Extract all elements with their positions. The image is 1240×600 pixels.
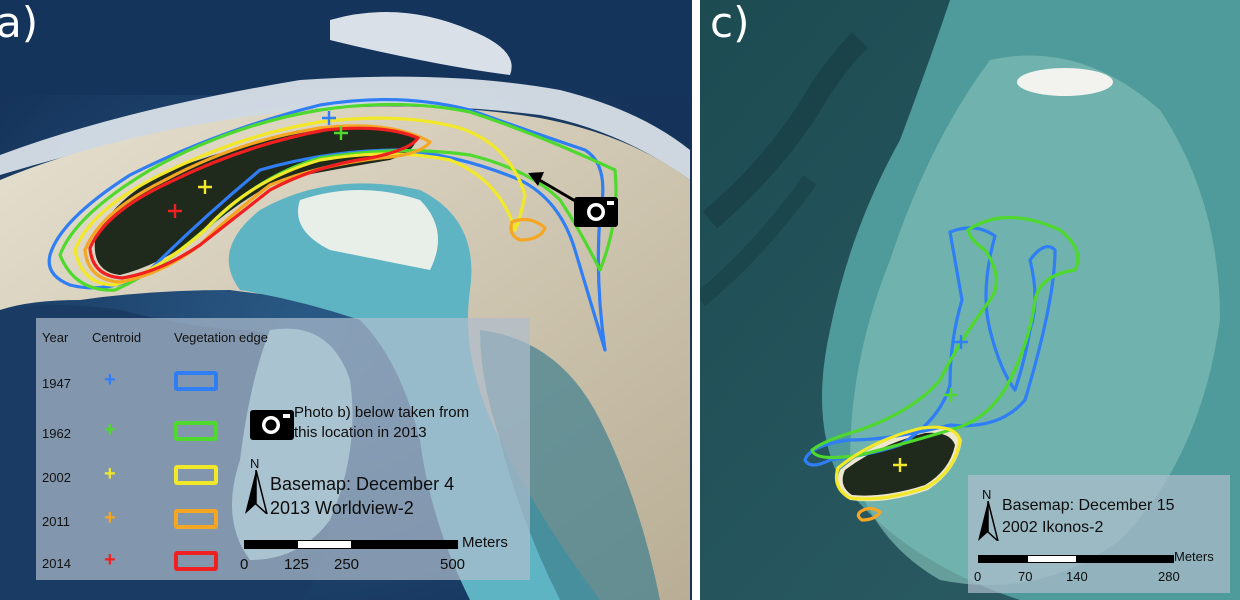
edge-2002 <box>73 116 527 287</box>
basemap-line2-c: 2002 Ikonos-2 <box>1002 519 1104 536</box>
scale-tick-c-0: 0 <box>974 569 982 584</box>
centroid-2002 <box>198 180 212 194</box>
legend-c: N Basemap: December 15 2002 Ikonos-2 Met… <box>968 475 1230 593</box>
legend-year-1947: 1947 <box>42 376 71 391</box>
legend-year-2014: 2014 <box>42 556 71 571</box>
legend-header-edge: Vegetation edge <box>174 330 268 345</box>
scale-tick-c-1: 70 <box>1018 569 1033 584</box>
north-label-a: N <box>250 456 260 471</box>
satellite-basemap-c <box>700 0 1240 600</box>
edge-c-green <box>810 216 1080 460</box>
camera-icon <box>250 410 294 440</box>
scale-tick-a-1: 125 <box>284 556 310 573</box>
legend-swatch-2014 <box>174 551 218 571</box>
legend-year-2002: 2002 <box>42 470 71 485</box>
edge-2011-islet <box>509 217 547 242</box>
scale-unit-a: Meters <box>462 534 508 551</box>
legend-year-1962: 1962 <box>42 426 71 441</box>
panel-label-c: c) <box>710 0 750 47</box>
basemap-line2-a: 2013 Worldview-2 <box>270 498 414 518</box>
centroid-c-green <box>944 388 958 402</box>
centroid-1962 <box>334 126 348 140</box>
legend-swatch-1947 <box>174 371 218 391</box>
scale-bar-c <box>978 555 1174 563</box>
edge-1947 <box>47 97 607 352</box>
legend-centroid-2014: + <box>104 549 116 571</box>
scale-tick-a-3: 500 <box>440 556 466 573</box>
edge-c-yellow <box>834 425 962 501</box>
legend-centroid-1962: + <box>104 419 116 441</box>
map-panel-a: a) Year Centroid Vegetation edge 1947 + … <box>0 0 692 600</box>
scale-tick-a-2: 250 <box>334 556 360 573</box>
legend-header-year: Year <box>42 330 69 345</box>
edge-2011 <box>83 124 432 284</box>
basemap-line1-a: Basemap: December 4 <box>270 474 455 494</box>
scale-bar-a <box>244 540 458 549</box>
panel-label-a: a) <box>0 0 39 47</box>
scale-tick-c-2: 140 <box>1066 569 1088 584</box>
map-panel-c: c) <box>700 0 1240 600</box>
scale-tick-c-3: 280 <box>1158 569 1180 584</box>
legend-centroid-2002: + <box>104 463 116 485</box>
north-arrow-icon-c <box>978 501 999 541</box>
camera-location-marker <box>528 172 618 227</box>
legend-swatch-1962 <box>174 421 218 441</box>
scale-unit-c: Meters <box>1174 549 1214 564</box>
legend-swatch-2002 <box>174 465 218 485</box>
edge-c-blue <box>803 226 1057 467</box>
legend-a: Year Centroid Vegetation edge 1947 + 196… <box>36 318 530 580</box>
legend-swatch-2011 <box>174 509 218 529</box>
scale-tick-a-0: 0 <box>240 556 249 573</box>
edge-2014 <box>88 126 420 280</box>
basemap-line1-c: Basemap: December 15 <box>1002 497 1175 514</box>
legend-header-centroid: Centroid <box>92 330 142 345</box>
edge-c-orange <box>856 506 882 522</box>
legend-centroid-1947: + <box>104 369 116 391</box>
centroid-2014 <box>168 204 182 218</box>
photo-note-line2: this location in 2013 <box>294 424 427 441</box>
centroid-1947 <box>322 111 336 125</box>
centroid-c-yellow <box>893 458 907 472</box>
photo-note-line1: Photo b) below taken from <box>294 404 470 421</box>
north-label-c: N <box>982 487 992 502</box>
legend-year-2011: 2011 <box>42 514 70 529</box>
legend-centroid-2011: + <box>104 507 116 529</box>
centroid-c-blue <box>954 335 968 349</box>
north-arrow-icon <box>245 470 268 514</box>
